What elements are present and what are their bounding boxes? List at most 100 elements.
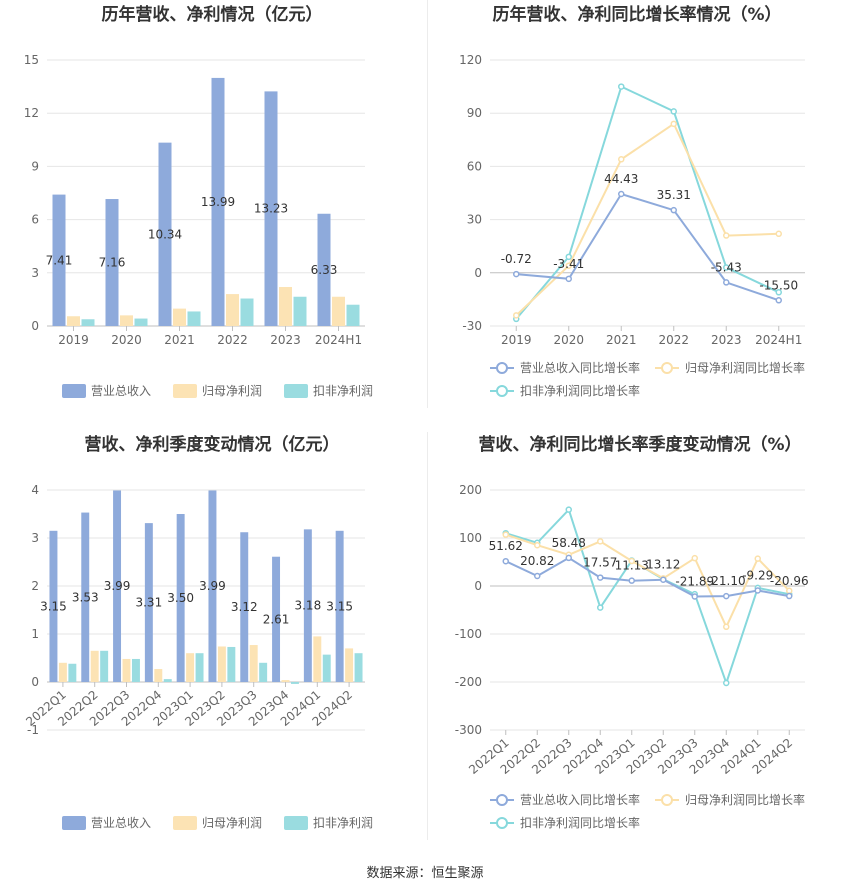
bar bbox=[354, 653, 363, 682]
x-tick-label: 2023 bbox=[270, 333, 301, 347]
x-tick-label: 2019 bbox=[58, 333, 89, 347]
legend-swatch bbox=[284, 384, 308, 398]
x-tick-label: 2019 bbox=[501, 333, 532, 347]
y-tick-label: 3 bbox=[31, 266, 39, 280]
data-point bbox=[670, 108, 677, 115]
data-label: 3.18 bbox=[294, 599, 321, 613]
data-point bbox=[691, 554, 698, 562]
data-label: -0.72 bbox=[501, 252, 532, 266]
bar bbox=[240, 298, 254, 326]
data-point bbox=[723, 279, 730, 286]
data-label: 11.13 bbox=[615, 559, 649, 573]
data-point bbox=[723, 679, 730, 687]
data-point bbox=[565, 262, 572, 269]
legend-label: 归母净利润 bbox=[202, 384, 262, 398]
x-tick-label: 2022 bbox=[658, 333, 689, 347]
bar bbox=[68, 663, 77, 682]
bar bbox=[335, 530, 344, 682]
y-tick-label: -1 bbox=[27, 723, 39, 737]
bar bbox=[52, 194, 66, 326]
data-point bbox=[565, 275, 572, 283]
data-point bbox=[618, 190, 625, 198]
y-tick-label: 0 bbox=[474, 579, 482, 593]
chart-title: 历年营收、净利同比增长率情况（%） bbox=[492, 4, 781, 25]
legend-label: 营业总收入 bbox=[91, 384, 151, 398]
y-tick-label: -300 bbox=[455, 723, 482, 737]
data-label: -15.50 bbox=[759, 278, 798, 292]
chart-title: 营收、净利同比增长率季度变动情况（%） bbox=[478, 434, 801, 455]
bar bbox=[303, 529, 312, 682]
y-tick-label: 30 bbox=[467, 213, 482, 227]
data-point bbox=[597, 574, 604, 581]
bar bbox=[131, 658, 140, 682]
data-label: 13.99 bbox=[201, 195, 235, 209]
bar bbox=[290, 682, 299, 684]
bar bbox=[81, 319, 95, 326]
data-point bbox=[513, 312, 520, 319]
bar bbox=[227, 646, 236, 682]
legend-swatch bbox=[173, 816, 197, 830]
quarterly-revenue-profit-svg: 营收、净利季度变动情况（亿元） -1 0 1 2 3 4 3.15 3.53 3.99 3.31 3.… bbox=[23, 434, 373, 830]
data-label: -9.29 bbox=[742, 568, 773, 582]
bar bbox=[134, 318, 148, 326]
chart-title: 营收、净利季度变动情况（亿元） bbox=[85, 434, 340, 455]
data-point bbox=[628, 577, 635, 584]
bar bbox=[226, 294, 239, 326]
legend-swatch bbox=[173, 384, 197, 398]
x-tick-label: 2022 bbox=[217, 333, 248, 347]
legend-label: 扣非净利润同比增长率 bbox=[520, 815, 640, 830]
data-point bbox=[565, 554, 572, 562]
x-tick-label: 2024H1 bbox=[315, 333, 362, 347]
data-point bbox=[670, 120, 677, 128]
bar bbox=[279, 286, 292, 326]
series-line bbox=[515, 122, 779, 317]
legend-swatch bbox=[284, 816, 308, 830]
bar bbox=[259, 662, 268, 682]
bar bbox=[67, 316, 80, 326]
bar bbox=[122, 658, 131, 682]
data-point bbox=[502, 557, 509, 565]
bar bbox=[195, 653, 204, 682]
data-point bbox=[660, 576, 667, 583]
legend-label: 归母净利润同比增长率 bbox=[685, 360, 805, 375]
bar bbox=[249, 645, 258, 682]
data-label: 35.31 bbox=[657, 188, 691, 202]
y-tick-label: 60 bbox=[467, 159, 482, 173]
series-line bbox=[505, 556, 790, 598]
bar bbox=[332, 296, 345, 326]
data-label: 3.12 bbox=[231, 600, 258, 614]
data-point bbox=[786, 592, 793, 600]
data-point bbox=[618, 156, 625, 163]
bar bbox=[240, 532, 249, 682]
y-tick-label: 100 bbox=[459, 531, 482, 545]
y-tick-label: 1 bbox=[31, 627, 39, 641]
bar bbox=[293, 296, 307, 326]
data-point bbox=[754, 587, 761, 594]
data-label: 58.48 bbox=[552, 536, 586, 550]
bar bbox=[264, 91, 278, 326]
annual-revenue-profit-svg: 历年营收、净利情况（亿元） 0 3 6 9 12 15 7.41 7.16 10.34 13.99 1… bbox=[24, 4, 373, 398]
legend-label: 营业总收入同比增长率 bbox=[520, 792, 640, 807]
data-label: 17.57 bbox=[583, 556, 617, 570]
bar bbox=[163, 679, 172, 682]
data-label: -3.41 bbox=[553, 257, 584, 271]
legend-swatch-marker bbox=[496, 362, 508, 374]
legend-label: 扣非净利润 bbox=[313, 816, 373, 830]
data-point bbox=[723, 592, 730, 600]
legend-swatch bbox=[62, 816, 86, 830]
legend-swatch-marker bbox=[496, 385, 508, 397]
quarterly-growth-rate-chart: 营收、净利同比增长率季度变动情况（%） -300 -200 -100 0 100 200 51… bbox=[425, 430, 850, 850]
legend-label: 营业总收入同比增长率 bbox=[520, 360, 640, 375]
series-line bbox=[505, 507, 790, 687]
data-source-note: 数据来源：恒生聚源 bbox=[366, 866, 484, 881]
data-point bbox=[534, 572, 541, 580]
y-tick-label: 3 bbox=[31, 531, 39, 545]
bar bbox=[90, 650, 99, 682]
data-label: 3.53 bbox=[72, 590, 99, 604]
data-point bbox=[565, 506, 572, 513]
y-tick-label: 4 bbox=[31, 483, 39, 497]
y-tick-label: -30 bbox=[462, 319, 482, 333]
data-label: -21.89 bbox=[675, 575, 714, 589]
y-tick-label: -200 bbox=[455, 675, 482, 689]
data-label: 51.62 bbox=[489, 539, 523, 553]
